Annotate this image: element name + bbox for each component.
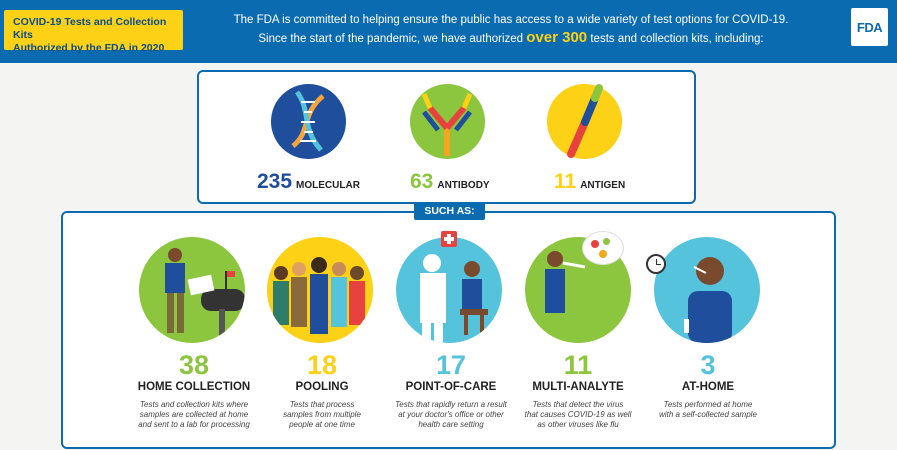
badge-title-line1: COVID-19 Tests and Collection Kits [13, 16, 167, 41]
badge-title-line2: Authorized by the FDA in 2020 [13, 42, 165, 54]
antigen-label: ANTIGEN [580, 180, 626, 191]
virus-bubble-icon [583, 232, 623, 264]
antigen-count-label: 11 ANTIGEN [554, 170, 625, 194]
intro-highlight: over 300 [526, 29, 588, 46]
medical-cross-icon [441, 231, 457, 247]
category-name: AT-HOME [681, 381, 735, 393]
category-desc-line1: Tests performed at home [663, 400, 753, 409]
home-collection-illustration [139, 237, 245, 343]
category-desc-line1: Tests and collection kits where [139, 400, 249, 409]
antibody-icon [410, 84, 485, 159]
fda-logo: FDA [851, 8, 888, 46]
category-count: 38 [178, 350, 210, 380]
category-name: POINT-OF-CARE [405, 381, 497, 393]
category-desc-line3: health care setting [418, 420, 484, 429]
molecular-count: 235 [257, 170, 293, 193]
point-of-care-illustration [396, 237, 502, 343]
header-banner: COVID-19 Tests and Collection Kits Autho… [0, 0, 897, 63]
category-desc-line1: Tests that process [289, 400, 355, 409]
antibody-count-label: 63 ANTIBODY [410, 170, 490, 194]
category-desc-line1: Tests that rapidly return a result [395, 400, 507, 409]
intro-line1: The FDA is committed to helping ensure t… [233, 14, 789, 26]
antibody-count: 63 [410, 170, 434, 193]
category-desc-line3: people at one time [289, 420, 355, 429]
molecular-label: MOLECULAR [296, 180, 360, 191]
intro-line2-post: tests and collection kits, including: [590, 33, 764, 45]
antigen-icon [547, 84, 622, 159]
intro-line2-pre: Since the start of the pandemic, we have… [258, 33, 524, 45]
category-name: POOLING [295, 381, 349, 393]
dna-icon [271, 84, 346, 159]
antibody-label: ANTIBODY [437, 180, 490, 191]
category-desc-line1: Tests that detect the virus [532, 400, 624, 409]
category-point-of-care: 17 POINT-OF-CARE Tests that rapidly retu… [381, 350, 521, 430]
such-as-label: SUCH AS: [414, 202, 485, 220]
category-at-home: 3 AT-HOME Tests performed at home with a… [638, 350, 778, 420]
category-count: 3 [700, 350, 716, 380]
pooling-illustration [267, 237, 373, 343]
category-multi-analyte: 11 MULTI-ANALYTE Tests that detect the v… [508, 350, 648, 430]
molecular-count-label: 235 MOLECULAR [257, 170, 360, 194]
category-count: 11 [563, 350, 593, 380]
category-desc-line2: that causes COVID-19 as well [524, 410, 632, 419]
category-home-collection: 38 HOME COLLECTION Tests and collection … [124, 350, 264, 430]
category-desc-line2: samples are collected at home [139, 410, 249, 419]
category-count: 17 [435, 350, 467, 380]
category-desc-line2: at your doctor's office or other [398, 410, 504, 419]
category-desc-line2: samples from multiple [283, 410, 361, 419]
category-pooling: 18 POOLING Tests that process samples fr… [252, 350, 392, 430]
antigen-count: 11 [554, 170, 577, 193]
category-count: 18 [306, 350, 338, 380]
category-name: HOME COLLECTION [137, 381, 251, 393]
intro-line2: Since the start of the pandemic, we have… [186, 29, 836, 48]
at-home-illustration [654, 237, 760, 343]
title-badge: COVID-19 Tests and Collection Kits Autho… [4, 10, 183, 54]
header-intro: The FDA is committed to helping ensure t… [186, 12, 836, 48]
category-desc-line3: as other viruses like flu [537, 420, 619, 429]
clock-icon [646, 254, 666, 274]
category-name: MULTI-ANALYTE [532, 381, 624, 393]
category-desc-line2: with a self-collected sample [659, 410, 757, 419]
category-desc-line3: and sent to a lab for processing [138, 420, 250, 429]
